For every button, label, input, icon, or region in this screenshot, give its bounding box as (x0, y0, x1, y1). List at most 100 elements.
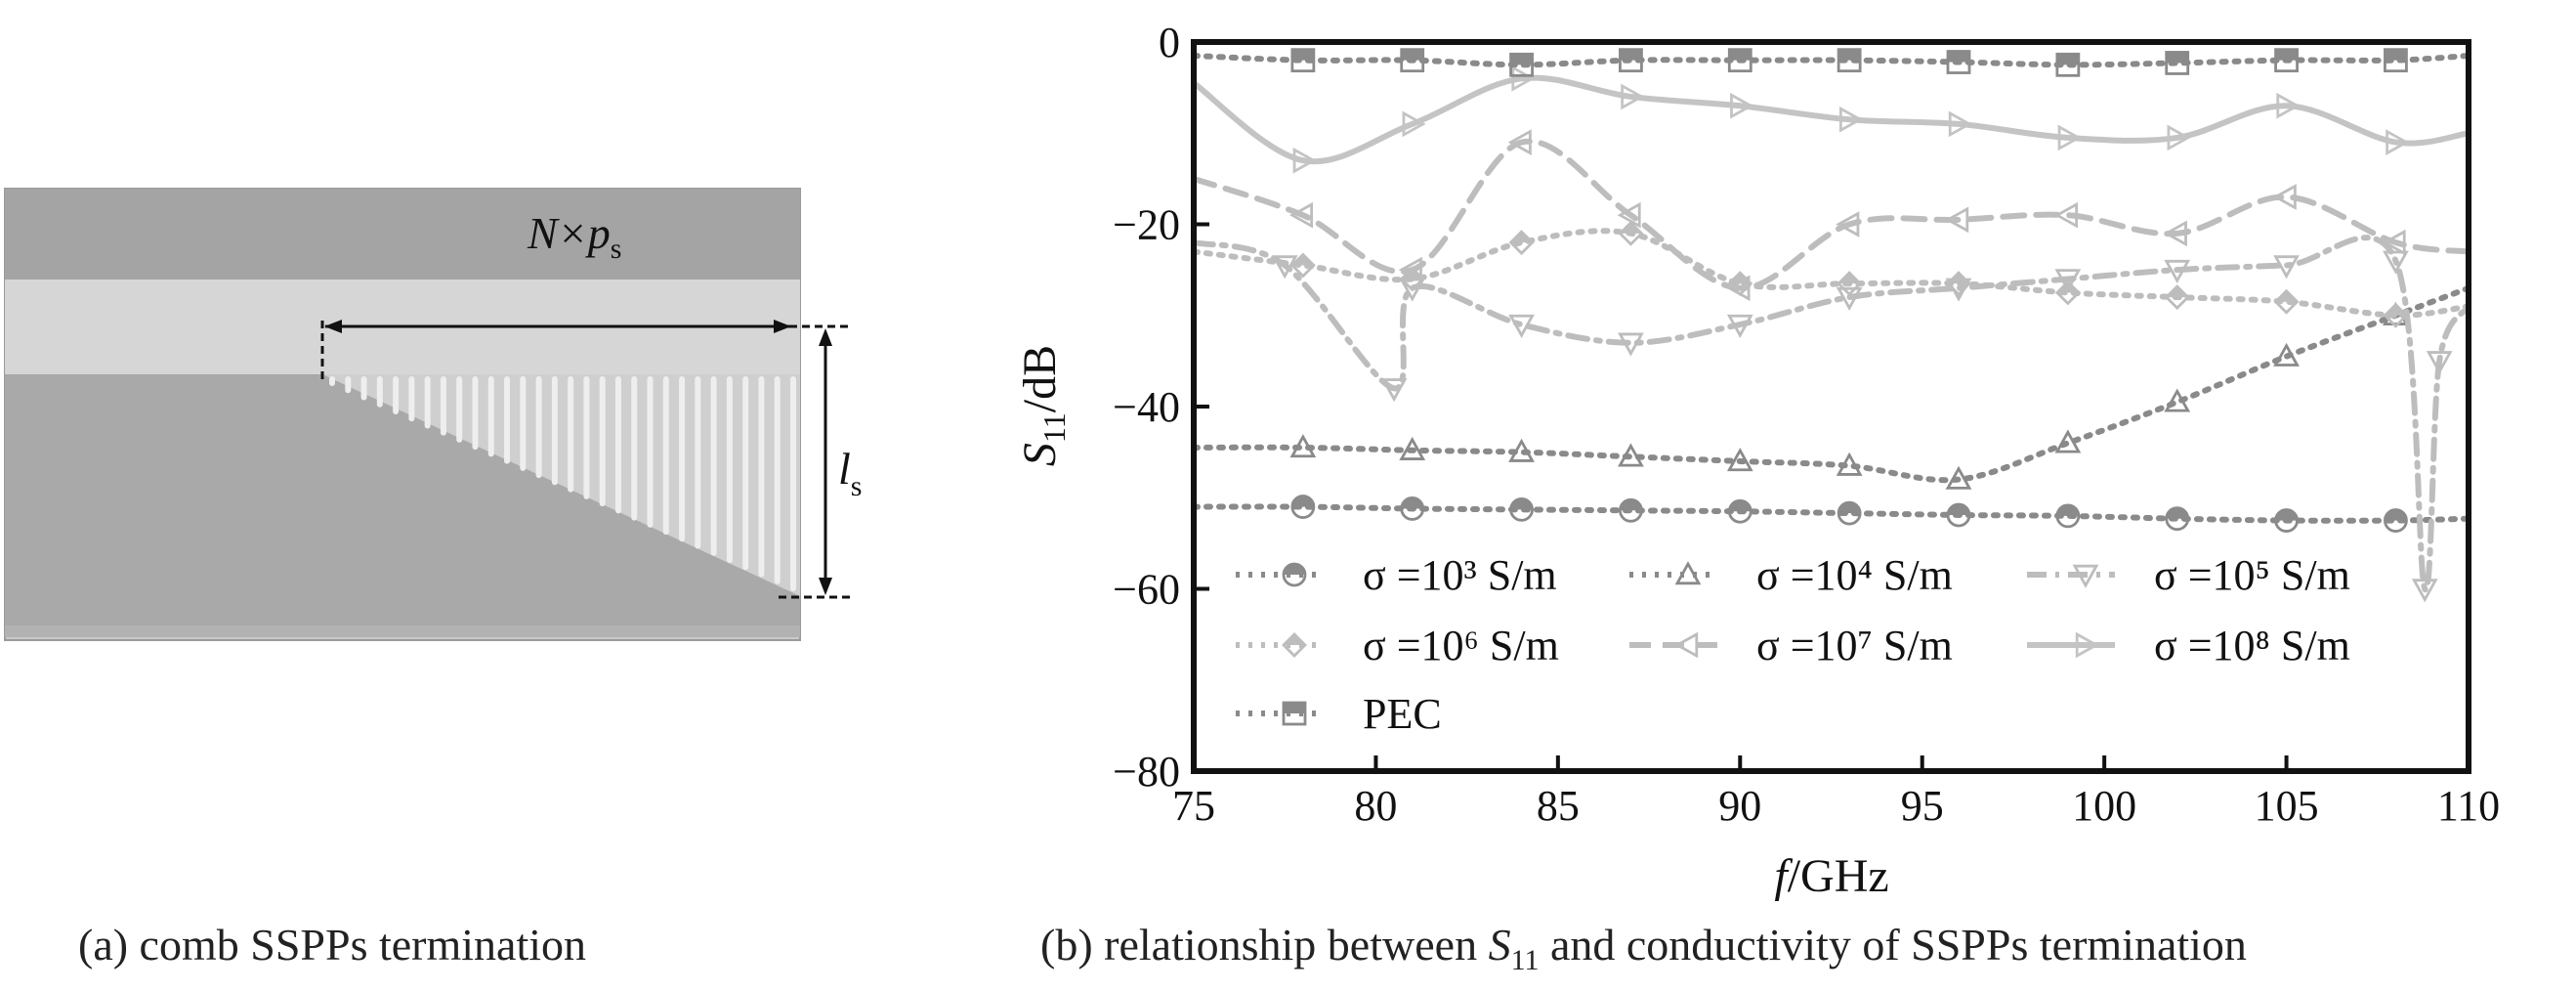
series-4 (1191, 220, 2471, 328)
comb-tooth (614, 376, 621, 514)
comb-tooth (440, 376, 446, 436)
comb-tooth (472, 376, 479, 451)
comb-tooth (329, 376, 335, 386)
data-point (1380, 378, 1408, 403)
data-point (1288, 201, 1314, 229)
series-3 (1191, 235, 2471, 603)
y-tick-label: 0 (1159, 19, 1180, 66)
comb-tooth (456, 376, 463, 443)
legend-item: σ =10³ S/m (1236, 551, 1557, 599)
panel-a-caption: (a) comb SSPPs termination (78, 920, 587, 969)
data-point (1621, 83, 1645, 110)
data-point (2411, 579, 2438, 603)
x-tick-label: 75 (1172, 782, 1215, 830)
data-point (1282, 632, 1307, 658)
data-point (1948, 110, 1972, 138)
comb-tooth (376, 376, 383, 408)
series-5 (1191, 129, 2471, 302)
data-point (2167, 124, 2191, 151)
comb-tooth (551, 376, 558, 486)
data-point (2163, 220, 2187, 247)
data-point (1836, 211, 1860, 237)
comb-tooth (631, 376, 638, 521)
y-axis-label: S11/dB (1014, 345, 1072, 466)
x-tick-label: 90 (1718, 782, 1761, 830)
data-point (2057, 124, 2082, 151)
data-point (1289, 434, 1317, 458)
comb-tooth (726, 376, 733, 564)
arrowhead-left-icon (324, 320, 342, 333)
series-6 (1191, 65, 2471, 174)
panel-b-caption: (b) relationship between S11 and conduct… (1040, 920, 2247, 977)
data-point (1726, 448, 1753, 472)
comb-tooth (568, 376, 574, 493)
legend-label: σ =10⁶ S/m (1363, 622, 1559, 669)
data-point (2054, 429, 2082, 453)
data-point (1617, 201, 1641, 229)
data-point (1292, 147, 1317, 174)
data-point (2426, 351, 2453, 375)
data-point (1289, 252, 1316, 279)
comb-teeth (329, 376, 796, 591)
data-point (1508, 438, 1535, 462)
legend-item: PEC (1236, 690, 1442, 738)
comb-tooth (424, 376, 431, 429)
period-label: N×ps (527, 208, 621, 265)
chart-series-layer (1191, 48, 2471, 603)
panel-a-diagram: N×ps ls (4, 188, 862, 641)
series-line (1191, 74, 2471, 165)
comb-tooth (774, 376, 781, 584)
y-tick-label: −40 (1113, 383, 1180, 431)
comb-tooth (599, 376, 606, 507)
data-point (1507, 129, 1532, 155)
y-tick-label: −60 (1113, 566, 1180, 614)
legend-label: PEC (1363, 690, 1442, 738)
data-point (2072, 564, 2099, 588)
legend-label: σ =10⁷ S/m (1756, 622, 1953, 669)
comb-tooth (487, 376, 494, 457)
data-point (1726, 314, 1753, 338)
arrowhead-right-icon (774, 320, 791, 333)
data-point (2053, 201, 2079, 229)
comb-tooth (345, 376, 352, 394)
data-point (1837, 271, 1863, 297)
data-point (1399, 436, 1426, 460)
comb-tooth (679, 376, 686, 542)
legend-item: σ =10⁴ S/m (1629, 551, 1953, 599)
length-label: ls (838, 444, 862, 502)
data-point (1836, 452, 1863, 476)
comb-tooth (408, 376, 415, 422)
data-point (1508, 314, 1535, 338)
data-point (1945, 206, 1969, 234)
data-point (2164, 388, 2191, 412)
series-2 (1191, 284, 2471, 490)
x-tick-label: 85 (1537, 782, 1580, 830)
chart-axes-layer: 75 80 85 90 95 100 105 110 0 −20 −40 −60 −80 (1113, 19, 2500, 830)
x-tick-label: 80 (1354, 782, 1397, 830)
data-point (2075, 631, 2099, 659)
y-tick-label: −80 (1113, 748, 1180, 796)
data-point (1402, 110, 1426, 138)
data-point (1618, 220, 1644, 246)
data-point (2383, 250, 2409, 275)
data-point (1674, 631, 1699, 659)
data-point (2273, 342, 2300, 366)
data-point (1398, 256, 1422, 283)
x-tick-label: 110 (2437, 782, 2500, 830)
comb-tooth (360, 376, 367, 401)
chart-legend: σ =10³ S/m σ =10⁴ S/m σ =10⁵ S/m σ =10⁶ S/m… (1236, 551, 2350, 738)
arrowhead-down-icon (819, 578, 832, 595)
comb-tooth (504, 376, 511, 464)
panel-b-chart: 75 80 85 90 95 100 105 110 0 −20 −40 −60 −80 σ =10³ … (1014, 19, 2500, 902)
data-point (1618, 332, 1644, 357)
legend-label: σ =10³ S/m (1363, 551, 1557, 599)
series-line (1191, 138, 2471, 291)
x-tick-label: 100 (2072, 782, 2136, 830)
data-point (2273, 255, 2300, 280)
arrowhead-up-icon (819, 328, 832, 346)
comb-tooth (535, 376, 542, 479)
data-point (1945, 465, 1972, 490)
bottom-edge-strip (5, 625, 800, 637)
comb-tooth (758, 376, 765, 578)
